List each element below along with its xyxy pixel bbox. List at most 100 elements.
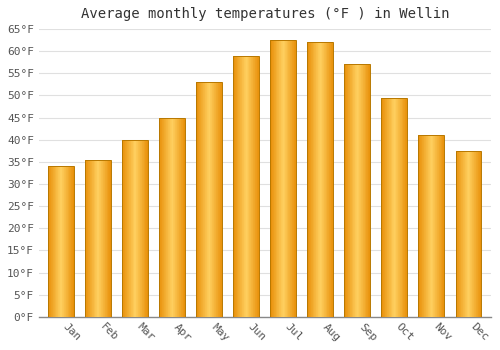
Bar	[234, 56, 259, 317]
Bar	[286, 40, 287, 317]
Bar	[54, 166, 55, 317]
Bar	[347, 64, 348, 317]
Bar	[258, 56, 259, 317]
Bar	[93, 160, 94, 317]
Bar	[89, 160, 90, 317]
Bar	[167, 118, 168, 317]
Bar	[92, 160, 93, 317]
Bar	[431, 135, 432, 317]
Bar	[317, 42, 318, 317]
Bar	[344, 64, 370, 317]
Bar	[427, 135, 428, 317]
Bar	[321, 42, 322, 317]
Bar	[85, 160, 111, 317]
Bar	[200, 82, 201, 317]
Bar	[146, 140, 147, 317]
Bar	[355, 64, 356, 317]
Bar	[466, 151, 467, 317]
Bar	[136, 140, 137, 317]
Bar	[102, 160, 104, 317]
Bar	[181, 118, 182, 317]
Bar	[366, 64, 367, 317]
Bar	[58, 166, 59, 317]
Bar	[369, 64, 370, 317]
Bar	[462, 151, 464, 317]
Bar	[477, 151, 478, 317]
Bar	[270, 40, 296, 317]
Bar	[124, 140, 126, 317]
Bar	[237, 56, 238, 317]
Bar	[360, 64, 362, 317]
Bar	[436, 135, 438, 317]
Bar	[98, 160, 100, 317]
Bar	[481, 151, 482, 317]
Bar	[351, 64, 352, 317]
Bar	[162, 118, 163, 317]
Bar	[97, 160, 98, 317]
Bar	[211, 82, 212, 317]
Bar	[144, 140, 145, 317]
Bar	[425, 135, 426, 317]
Bar	[108, 160, 109, 317]
Bar	[147, 140, 148, 317]
Bar	[290, 40, 291, 317]
Bar	[272, 40, 273, 317]
Bar	[401, 98, 402, 317]
Bar	[87, 160, 88, 317]
Bar	[202, 82, 203, 317]
Bar	[104, 160, 105, 317]
Bar	[308, 42, 334, 317]
Bar	[358, 64, 360, 317]
Bar	[319, 42, 320, 317]
Bar	[391, 98, 392, 317]
Bar	[384, 98, 386, 317]
Bar	[368, 64, 369, 317]
Bar	[210, 82, 211, 317]
Bar	[252, 56, 254, 317]
Bar	[209, 82, 210, 317]
Bar	[397, 98, 398, 317]
Bar	[67, 166, 68, 317]
Bar	[91, 160, 92, 317]
Bar	[215, 82, 216, 317]
Bar	[243, 56, 244, 317]
Bar	[96, 160, 97, 317]
Bar	[57, 166, 58, 317]
Bar	[392, 98, 393, 317]
Bar	[246, 56, 247, 317]
Bar	[250, 56, 251, 317]
Bar	[65, 166, 66, 317]
Bar	[142, 140, 143, 317]
Bar	[176, 118, 178, 317]
Bar	[59, 166, 60, 317]
Bar	[367, 64, 368, 317]
Bar	[382, 98, 407, 317]
Bar	[434, 135, 436, 317]
Bar	[105, 160, 106, 317]
Bar	[235, 56, 236, 317]
Bar	[316, 42, 317, 317]
Bar	[166, 118, 167, 317]
Bar	[480, 151, 481, 317]
Bar	[284, 40, 285, 317]
Bar	[165, 118, 166, 317]
Bar	[100, 160, 102, 317]
Bar	[196, 82, 222, 317]
Bar	[171, 118, 172, 317]
Bar	[426, 135, 427, 317]
Bar	[86, 160, 87, 317]
Bar	[352, 64, 353, 317]
Bar	[273, 40, 274, 317]
Bar	[404, 98, 405, 317]
Bar	[50, 166, 51, 317]
Bar	[132, 140, 133, 317]
Bar	[327, 42, 328, 317]
Bar	[295, 40, 296, 317]
Bar	[94, 160, 95, 317]
Bar	[123, 140, 124, 317]
Bar	[183, 118, 184, 317]
Bar	[131, 140, 132, 317]
Bar	[172, 118, 173, 317]
Bar	[388, 98, 389, 317]
Bar	[109, 160, 110, 317]
